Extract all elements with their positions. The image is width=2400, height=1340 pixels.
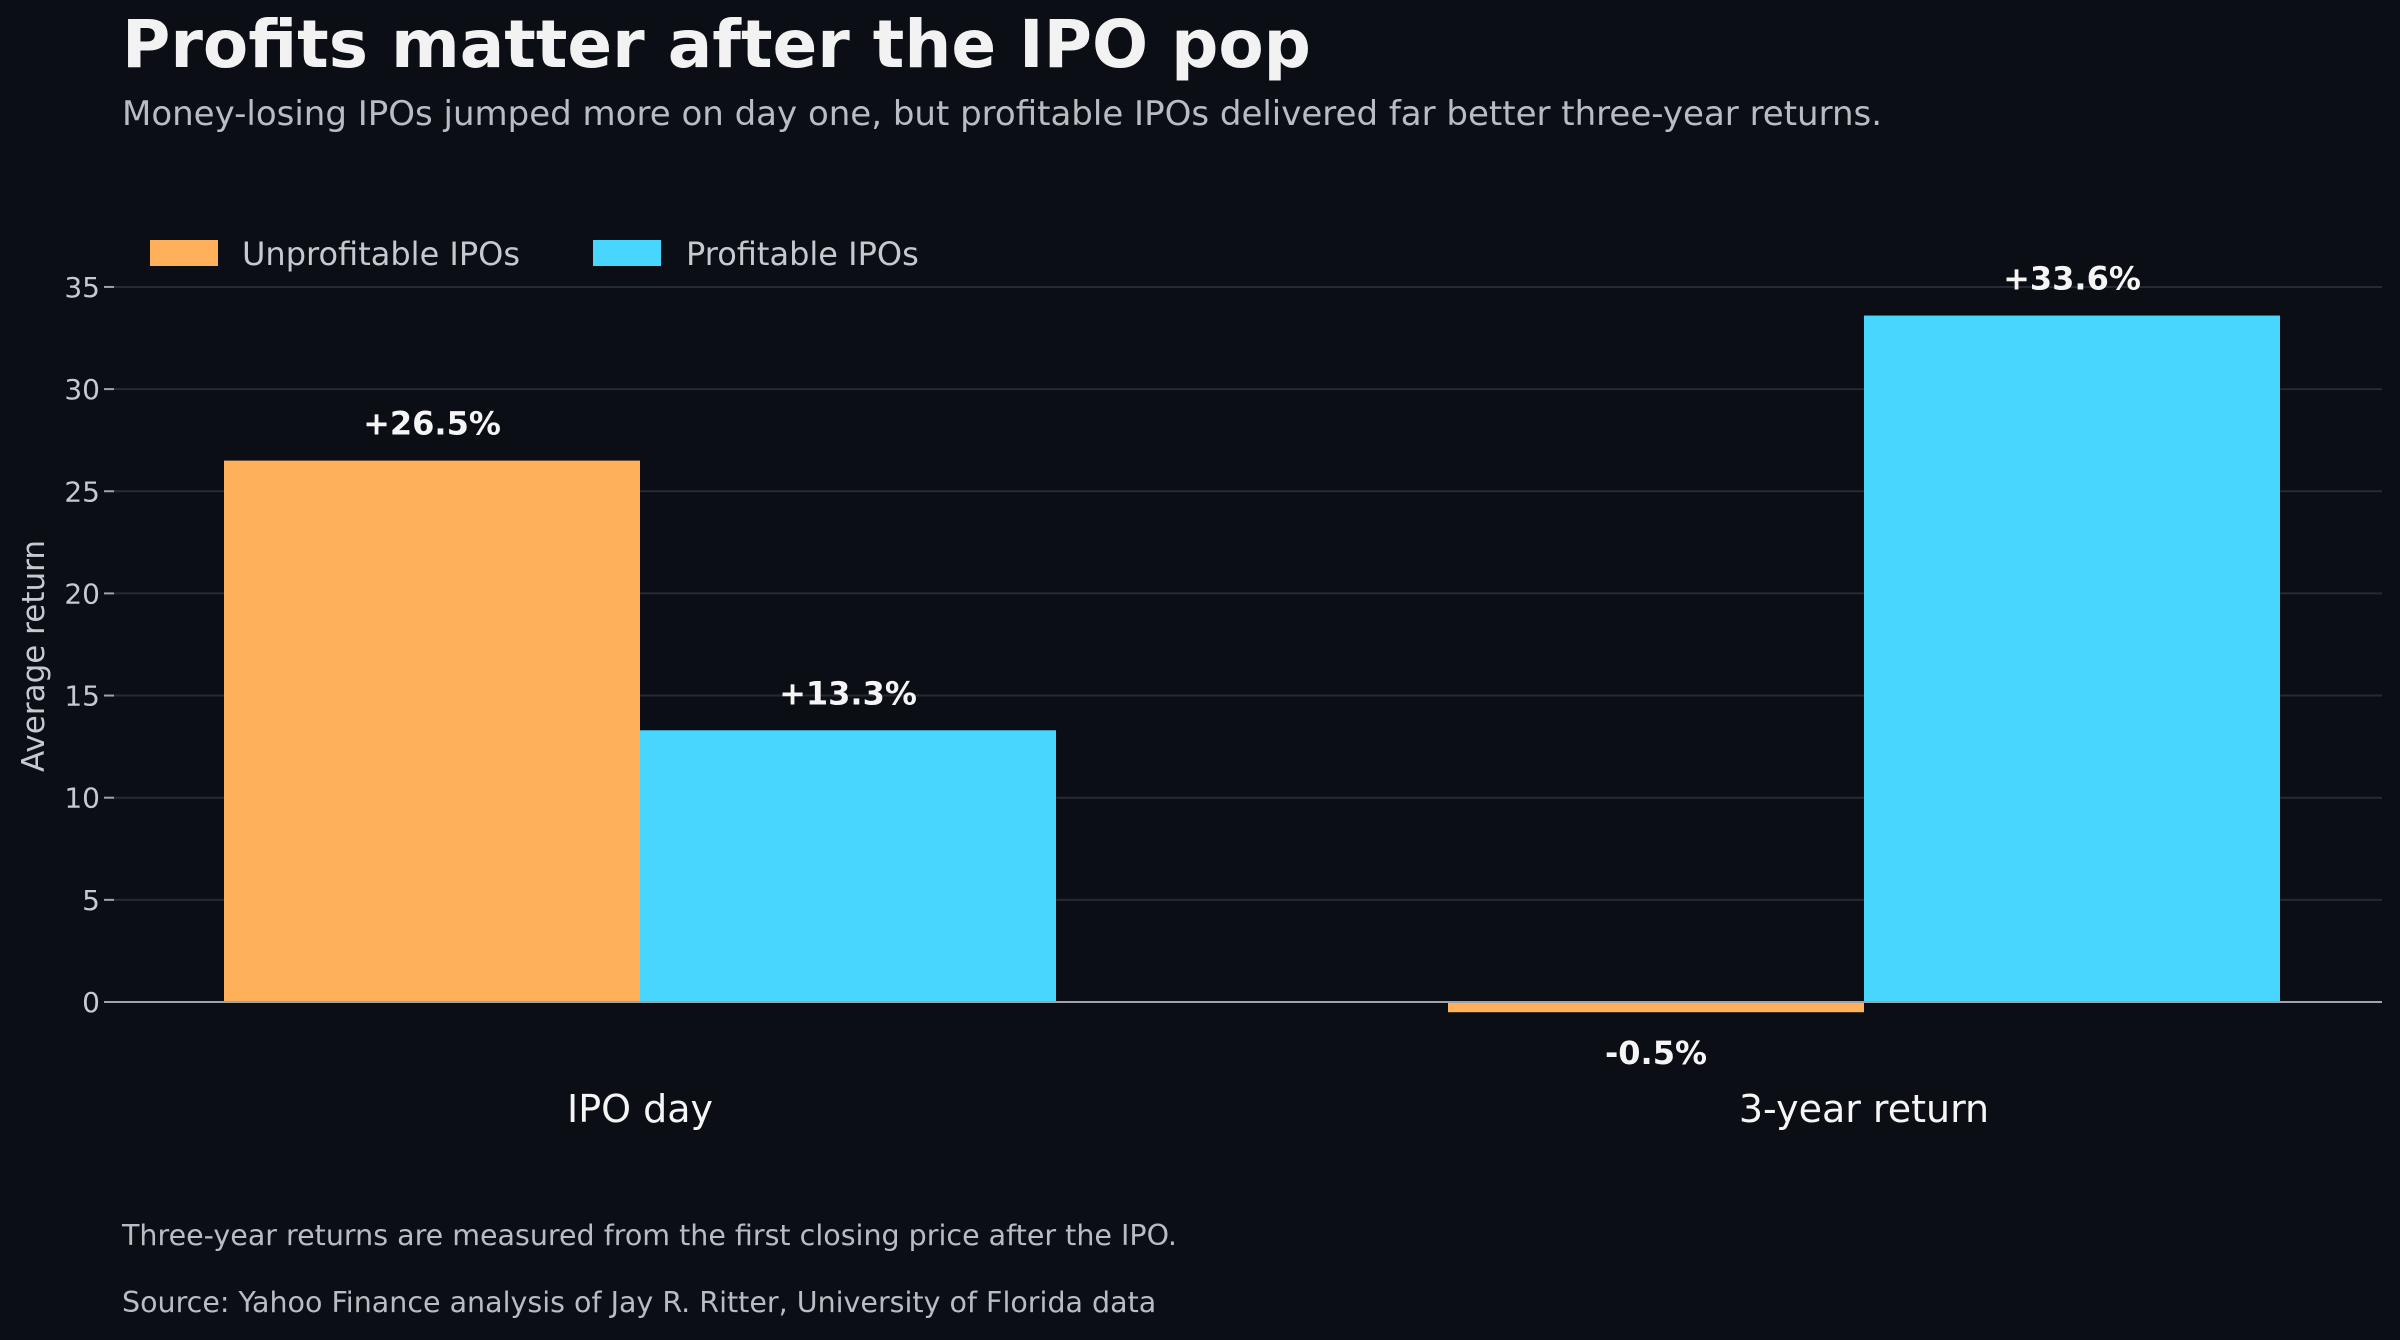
data-label: -0.5%: [1605, 1034, 1707, 1072]
legend-swatch: [150, 240, 218, 266]
legend: Unprofitable IPOs Profitable IPOs: [150, 235, 919, 273]
chart-source: Source: Yahoo Finance analysis of Jay R.…: [122, 1286, 1157, 1319]
y-axis-label: Average return: [16, 540, 52, 772]
y-tick-label: 15: [64, 680, 100, 713]
data-label: +33.6%: [2003, 260, 2141, 298]
data-label: +26.5%: [363, 405, 501, 443]
bar: [640, 730, 1056, 1002]
chart-title: Profits matter after the IPO pop: [122, 6, 1311, 83]
legend-label: Profitable IPOs: [686, 235, 919, 273]
legend-label: Unprofitable IPOs: [242, 235, 520, 273]
x-tick-label: IPO day: [567, 1087, 713, 1131]
bar: [1864, 315, 2280, 1002]
chart-note: Three-year returns are measured from the…: [122, 1219, 1177, 1252]
bar: [1448, 1002, 1864, 1013]
y-tick-label: 20: [64, 577, 100, 610]
y-tick-label: 30: [64, 373, 100, 406]
bar: [224, 460, 640, 1003]
y-tick-label: 5: [82, 884, 100, 917]
y-tick-label: 35: [64, 271, 100, 304]
y-tick-label: 10: [64, 782, 100, 815]
axis-layer: 0 5 10 15 20 25 30 35 Average return IPO day 3-yea…: [16, 271, 2382, 1131]
x-tick-label: 3-year return: [1739, 1087, 1989, 1131]
y-tick-label: 25: [64, 475, 100, 508]
y-tick-label: 0: [82, 986, 100, 1019]
bar-layer: [224, 315, 2280, 1013]
chart-subtitle: Money-losing IPOs jumped more on day one…: [122, 94, 1883, 134]
label-layer: +26.5% +13.3% -0.5% +33.6%: [363, 260, 2141, 1072]
legend-swatch: [593, 240, 661, 266]
data-label: +13.3%: [779, 674, 917, 712]
